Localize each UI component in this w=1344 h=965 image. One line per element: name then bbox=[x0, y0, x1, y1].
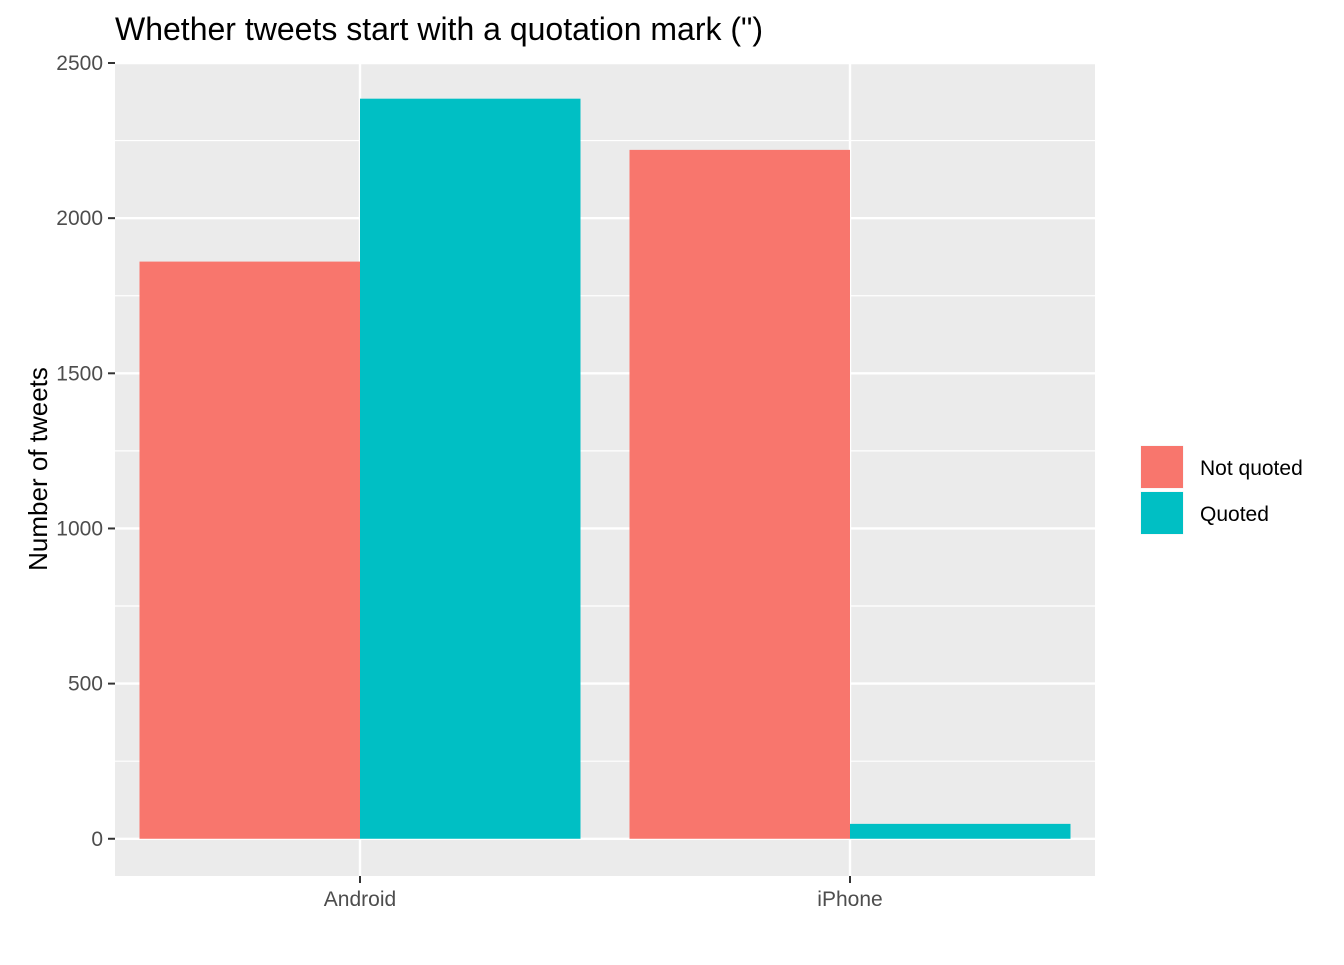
y-tick-label: 0 bbox=[91, 828, 103, 851]
legend-swatch bbox=[1141, 446, 1183, 488]
bar bbox=[629, 149, 850, 839]
bar bbox=[360, 98, 581, 839]
y-tick-label: 1000 bbox=[56, 517, 103, 540]
y-tick-label: 2500 bbox=[56, 52, 103, 75]
bars bbox=[139, 98, 1071, 839]
bar bbox=[139, 261, 360, 839]
legend-swatch bbox=[1141, 492, 1183, 534]
legend: Not quoted Quoted bbox=[1139, 444, 1303, 536]
bar bbox=[850, 823, 1071, 839]
y-tick-label: 1500 bbox=[56, 362, 103, 385]
chart-title: Whether tweets start with a quotation ma… bbox=[115, 11, 763, 47]
legend-label: Quoted bbox=[1200, 503, 1269, 526]
y-tick-label: 500 bbox=[68, 673, 103, 696]
y-tick-label: 2000 bbox=[56, 207, 103, 230]
x-tick-label: Android bbox=[324, 888, 396, 911]
x-tick-label: iPhone bbox=[817, 888, 882, 911]
y-axis-label: Number of tweets bbox=[23, 367, 53, 571]
legend-label: Not quoted bbox=[1200, 457, 1303, 480]
x-axis: Android iPhone bbox=[324, 876, 883, 911]
y-axis: 0 500 1000 1500 2000 2500 bbox=[56, 52, 115, 851]
